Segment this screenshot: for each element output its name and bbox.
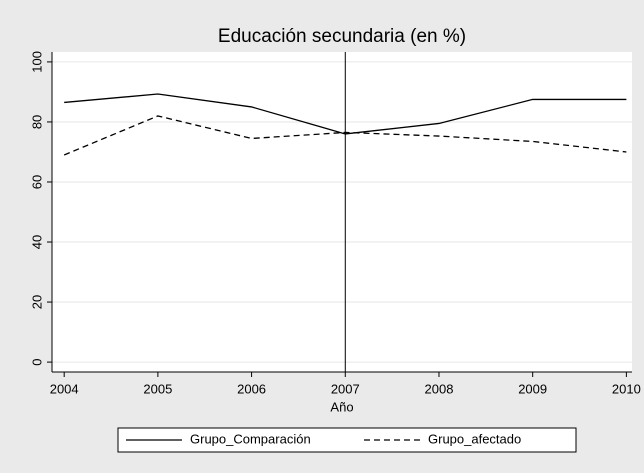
x-tick-label: 2005 (143, 381, 172, 396)
x-tick-label: 2008 (425, 381, 454, 396)
plot-area (52, 52, 632, 372)
y-tick-label: 40 (29, 235, 44, 249)
x-tick-label: 2010 (612, 381, 641, 396)
y-tick-label: 60 (29, 175, 44, 189)
y-tick-label: 20 (29, 295, 44, 309)
series-line (64, 93, 627, 135)
y-tick-label: 0 (29, 358, 44, 365)
y-tick-label: 80 (29, 115, 44, 129)
legend-label: Grupo_afectado (428, 431, 521, 446)
legend-label: Grupo_Comparación (190, 431, 311, 446)
x-tick-label: 2004 (50, 381, 79, 396)
x-tick-label: 2007 (331, 381, 360, 396)
series-line (63, 115, 627, 156)
legend-box (117, 427, 577, 453)
y-tick-label: 100 (29, 51, 44, 73)
x-axis-label: Año (330, 399, 353, 414)
x-tick-label: 2009 (518, 381, 547, 396)
chart-title: Educación secundaria (en %) (218, 26, 466, 47)
x-tick-label: 2006 (237, 381, 266, 396)
